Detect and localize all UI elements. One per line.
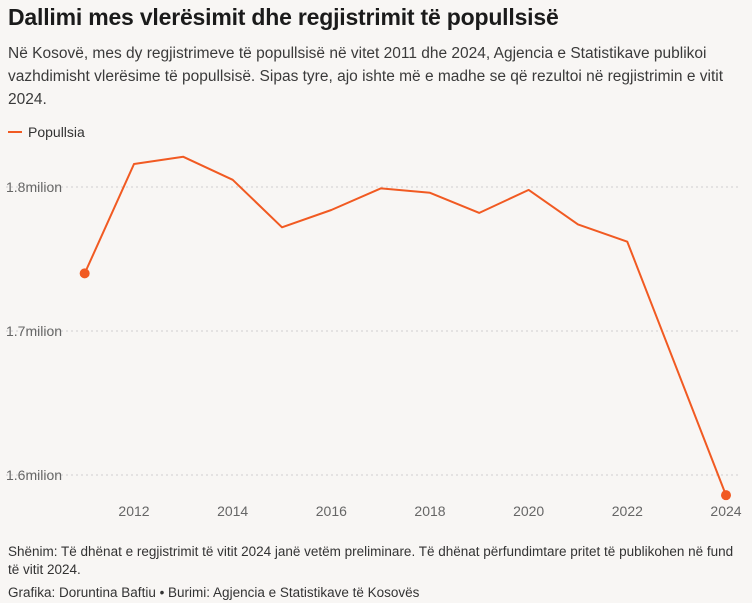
legend-swatch — [8, 131, 22, 133]
grid-lines — [6, 186, 740, 476]
x-tick-label: 2018 — [414, 503, 445, 519]
chart-title: Dallimi mes vlerësimit dhe regjistrimit … — [8, 4, 559, 30]
y-tick-label: 1.6milion — [6, 467, 62, 483]
x-tick-label: 2016 — [316, 503, 347, 519]
y-tick-label: 1.8milion — [6, 179, 62, 195]
footer-credit: Grafika: Doruntina Baftiu • Burimi: Agje… — [8, 585, 420, 600]
x-tick-label: 2024 — [710, 503, 741, 519]
y-tick-label: 1.7milion — [6, 323, 62, 339]
x-tick-label: 2012 — [118, 503, 149, 519]
y-axis-ticks: 1.6milion 1.7milion 1.8milion — [6, 179, 62, 483]
legend: Popullsia — [8, 124, 85, 140]
x-tick-label: 2022 — [612, 503, 643, 519]
data-point-marker — [79, 268, 90, 279]
x-tick-label: 2020 — [513, 503, 544, 519]
x-axis-ticks: 2012 2014 2016 2018 2020 2022 2024 — [118, 503, 741, 519]
legend-label: Popullsia — [28, 124, 85, 140]
series-line — [83, 155, 727, 496]
footer-note: Shënim: Të dhënat e regjistrimit të viti… — [8, 544, 734, 577]
chart-subtitle: Në Kosovë, mes dy regjistrimeve të popul… — [8, 45, 724, 108]
data-point-marker — [721, 490, 731, 501]
x-tick-label: 2014 — [217, 503, 248, 519]
line-chart: 1.6milion 1.7milion 1.8milion 2012 2014 2016… — [6, 155, 742, 519]
series — [79, 155, 731, 501]
